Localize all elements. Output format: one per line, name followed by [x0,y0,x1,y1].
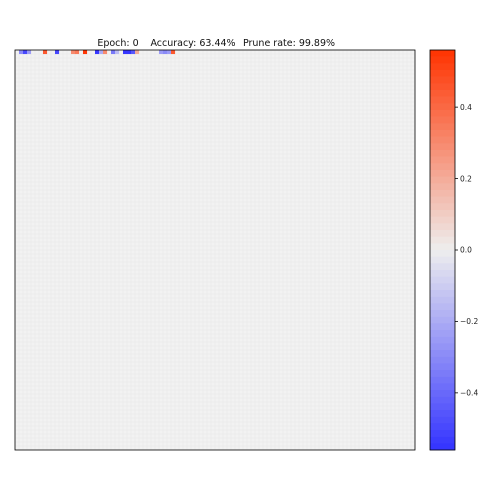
colorbar-tick-label: 0.2 [460,174,472,183]
colorbar-tick-label: 0.4 [460,103,472,112]
colorbar-segment [430,263,455,271]
heatmap-cell [27,50,32,55]
heatmap-cell [163,50,168,55]
colorbar-segment [430,336,455,344]
heatmap-cell [71,50,76,55]
colorbar-segment [430,123,455,131]
colorbar-segment [430,210,455,217]
heatmap-cell [55,50,60,55]
colorbar-segment [430,70,455,77]
heatmap-cell [19,50,24,55]
colorbar-segment [430,423,455,431]
colorbar-segment [430,170,455,177]
title-part: Accuracy: 63.44% [150,38,235,49]
heatmap-cell [135,50,140,55]
colorbar-segment [430,303,455,311]
heatmap-cell [43,50,48,55]
colorbar-tick-label: −0.2 [460,317,478,326]
colorbar-segment [430,243,455,251]
colorbar-segment [430,396,455,404]
colorbar: 0.4 0.2 0.0 −0.2 −0.4 [429,49,478,451]
heatmap-cell [111,50,116,55]
heatmap-grid [15,50,415,450]
colorbar-segment [430,230,455,237]
heatmap-cell [123,50,128,55]
colorbar-segment [430,176,455,184]
colorbar-segment [430,276,455,284]
heatmap-cell [159,50,164,55]
colorbar-segment [430,270,455,277]
heatmap-cell [75,50,80,55]
colorbar-segment [430,383,455,391]
heatmap-cell [131,50,136,55]
colorbar-segment [430,116,455,124]
colorbar-segment [430,323,455,331]
colorbar-segment [430,330,455,337]
colorbar-segment [430,110,455,117]
colorbar-segment [430,343,455,351]
colorbar-segment [430,130,455,137]
colorbar-segment [430,250,455,257]
colorbar-segment [430,163,455,171]
colorbar-segment [430,203,455,211]
plot-frame [14,49,416,451]
colorbar-segment [430,196,455,204]
colorbar-segment [430,290,455,297]
colorbar-segment [430,90,455,97]
heatmap-cell [127,50,132,55]
colorbar-segment [430,416,455,424]
colorbar-segment [430,316,455,324]
colorbar-tick-label: −0.4 [460,389,478,398]
heatmap-cell [167,50,172,55]
heatmap-cell [171,50,176,55]
colorbar-segment [430,156,455,164]
colorbar-segment [430,390,455,397]
colorbar-segment [430,376,455,384]
colorbar-segment [430,430,455,437]
colorbar-segment [430,356,455,364]
colorbar-segment [430,370,455,377]
colorbar-segment [430,256,455,264]
colorbar-segment [430,76,455,84]
colorbar-segment [430,83,455,91]
colorbar-segment [430,283,455,291]
colorbar-segment [430,216,455,224]
colorbar-tick-label: 0.0 [460,246,472,255]
colorbar-segment [430,56,455,64]
title-part: Prune rate: 99.89% [243,38,335,49]
colorbar-segment [430,363,455,371]
colorbar-segment [430,190,455,197]
chart-title: Epoch: 0 Accuracy: 63.44% Prune rate: 99.8… [97,38,335,49]
colorbar-segment [430,403,455,411]
colorbar-segment [430,183,455,191]
heatmap-cell [23,50,28,55]
colorbar-segment [430,410,455,417]
colorbar-segment [430,143,455,151]
heatmap-background [15,50,415,450]
heatmap-cell [99,50,104,55]
heatmap-cell [115,50,120,55]
colorbar-segment [430,50,455,57]
colorbar-segment [430,436,455,444]
colorbar-segment [430,350,455,357]
colorbar-segment [430,296,455,304]
colorbar-segment [430,63,455,71]
colorbar-segment [430,443,455,451]
colorbar-segment [430,310,455,317]
colorbar-segment [430,96,455,104]
colorbar-segment [430,223,455,231]
heatmap-cell [95,50,100,55]
colorbar-segment [430,103,455,111]
heatmap-cell [103,50,108,55]
colorbar-segment [430,236,455,244]
heatmap-cell [83,50,88,55]
colorbar-segment [430,150,455,157]
title-part: Epoch: 0 [97,38,138,49]
colorbar-segment [430,136,455,144]
